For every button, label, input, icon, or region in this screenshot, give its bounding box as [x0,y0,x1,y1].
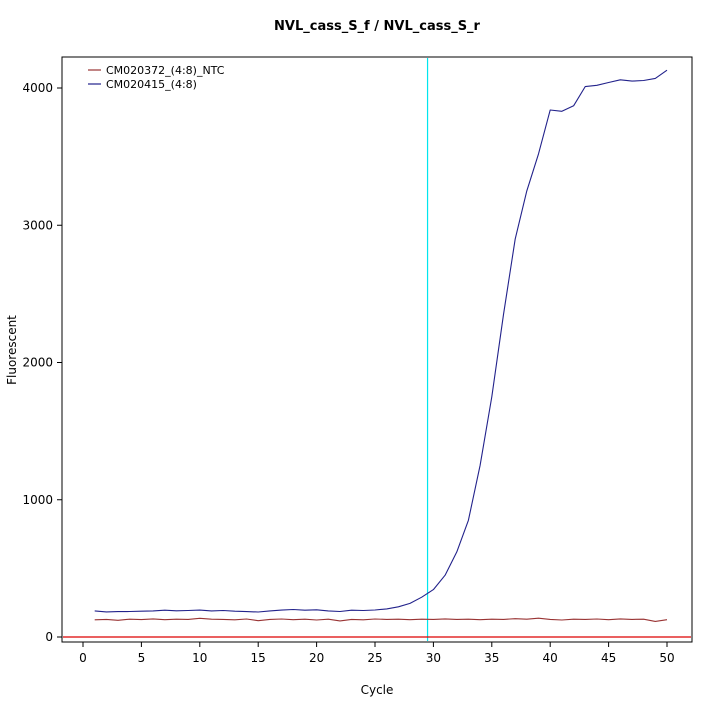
plot-frame [61,56,693,643]
x-tick-label: 0 [79,651,87,665]
plot-generated-layer: 0 5 10 15 20 25 30 35 40 45 50 0 1000 2000 3000 4000 [22,56,693,665]
legend-label-ntc: CM020372_(4:8)_NTC [106,64,225,77]
y-tick-label: 4000 [22,81,53,95]
legend-label-sample: CM020415_(4:8) [106,78,197,91]
series-line-1 [94,69,668,613]
y-tick-label: 2000 [22,356,53,370]
chart-title: NVL_cass_S_f / NVL_cass_S_r [274,19,481,34]
y-tick-label: 1000 [22,493,53,507]
x-axis-label: Cycle [361,683,394,697]
x-tick-label: 15 [251,651,266,665]
x-tick-label: 20 [309,651,324,665]
x-tick-label: 50 [659,651,674,665]
x-tick-label: 35 [484,651,499,665]
x-tick-label: 45 [601,651,616,665]
y-axis-label: Fluorescent [5,315,19,385]
series-line-0 [94,617,668,622]
legend: CM020372_(4:8)_NTC CM020415_(4:8) [88,64,225,91]
x-tick-label: 5 [138,651,146,665]
x-tick-label: 30 [426,651,441,665]
x-tick-label: 40 [543,651,558,665]
x-tick-label: 25 [367,651,382,665]
x-tick-label: 10 [192,651,207,665]
y-tick-label: 0 [45,630,53,644]
y-tick-label: 3000 [22,218,53,232]
